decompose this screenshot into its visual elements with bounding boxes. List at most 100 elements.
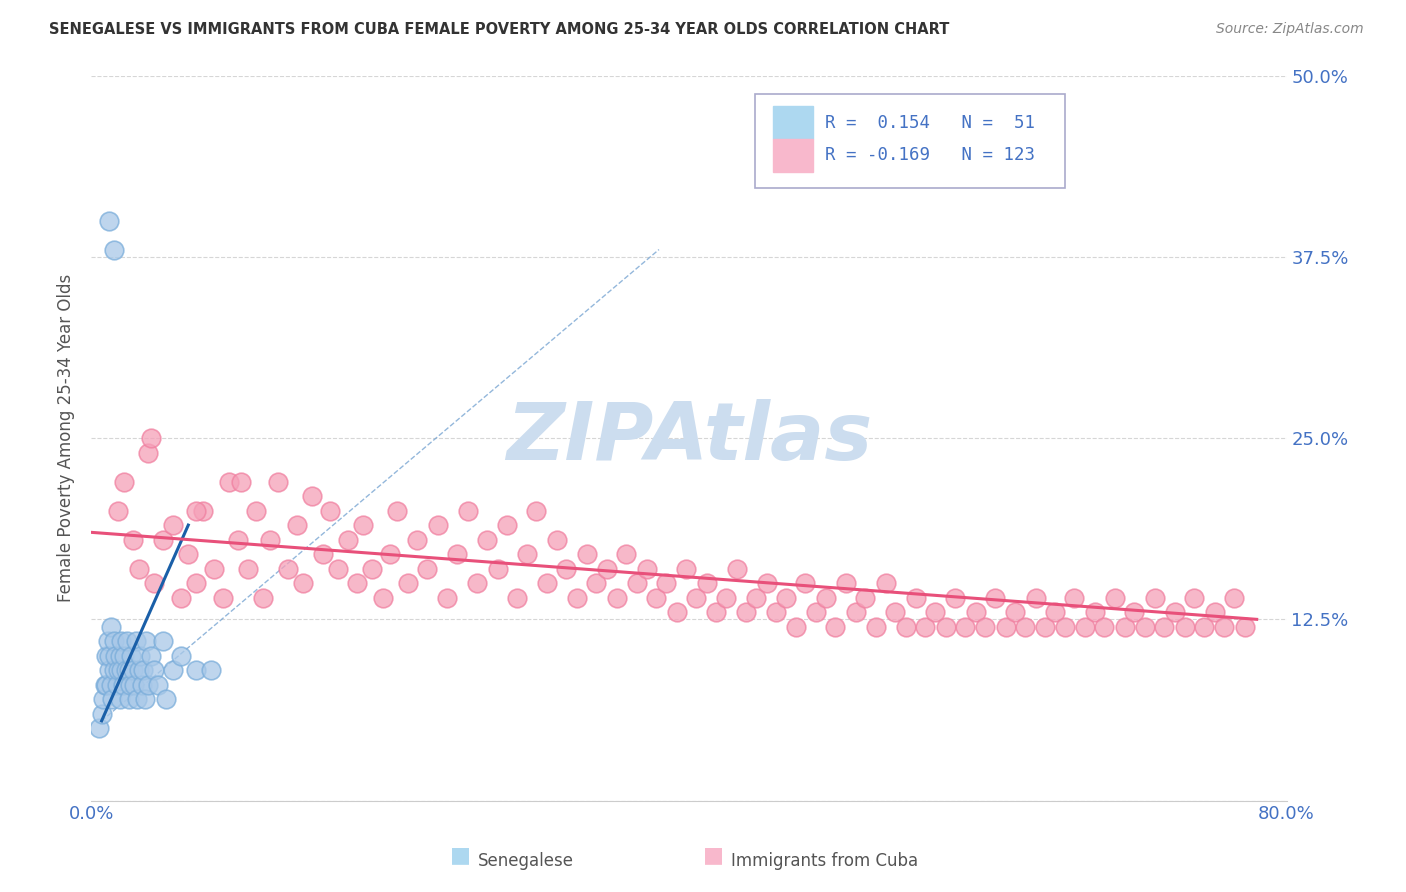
Point: [824, 619, 846, 633]
Point: [704, 605, 727, 619]
Point: [267, 475, 290, 489]
Point: [555, 561, 578, 575]
Point: [326, 561, 349, 575]
Point: [565, 591, 588, 605]
Point: [606, 591, 628, 605]
Text: R = -0.169   N = 123: R = -0.169 N = 123: [825, 146, 1035, 164]
Point: [93, 677, 115, 691]
Point: [716, 591, 738, 605]
Point: [546, 533, 568, 547]
Point: [685, 591, 707, 605]
Point: [745, 591, 768, 605]
Point: [226, 533, 249, 547]
Point: [301, 489, 323, 503]
Point: [1004, 605, 1026, 619]
Point: [162, 663, 184, 677]
Point: [139, 648, 162, 663]
Point: [112, 475, 135, 489]
Point: [1114, 619, 1136, 633]
Point: [765, 605, 787, 619]
Point: [170, 648, 193, 663]
Point: [1104, 591, 1126, 605]
Point: [104, 648, 127, 663]
Point: [785, 619, 807, 633]
Point: [94, 648, 117, 663]
Point: [100, 619, 122, 633]
Point: [904, 591, 927, 605]
Point: [815, 591, 838, 605]
Point: [218, 475, 240, 489]
Point: [117, 663, 139, 677]
Point: [170, 591, 193, 605]
Point: [90, 706, 112, 721]
Point: [229, 475, 252, 489]
Point: [103, 663, 125, 677]
Point: [1043, 605, 1066, 619]
Text: ■: ■: [450, 846, 471, 865]
Point: [955, 619, 977, 633]
Point: [136, 677, 159, 691]
Point: [312, 547, 335, 561]
Point: [131, 677, 153, 691]
Point: [734, 605, 756, 619]
Point: [396, 576, 419, 591]
Point: [110, 634, 132, 648]
Point: [1204, 605, 1226, 619]
Point: [346, 576, 368, 591]
Point: [112, 648, 135, 663]
Point: [259, 533, 281, 547]
Point: [142, 663, 165, 677]
Point: [111, 677, 134, 691]
Point: [378, 547, 401, 561]
Point: [585, 576, 607, 591]
Y-axis label: Female Poverty Among 25-34 Year Olds: Female Poverty Among 25-34 Year Olds: [58, 274, 75, 602]
Point: [1163, 605, 1185, 619]
Point: [97, 634, 120, 648]
Point: [128, 663, 150, 677]
Point: [98, 213, 121, 227]
Point: [387, 503, 409, 517]
Point: [184, 503, 207, 517]
Point: [475, 533, 498, 547]
Point: [576, 547, 599, 561]
Point: [416, 561, 439, 575]
Point: [755, 576, 778, 591]
Point: [645, 591, 668, 605]
Point: [87, 721, 110, 735]
Point: [446, 547, 468, 561]
Point: [994, 619, 1017, 633]
Point: [636, 561, 658, 575]
Point: [696, 576, 718, 591]
Point: [1033, 619, 1056, 633]
Point: [100, 677, 122, 691]
Point: [236, 561, 259, 575]
Point: [128, 561, 150, 575]
Point: [465, 576, 488, 591]
Point: [516, 547, 538, 561]
Point: [148, 677, 170, 691]
FancyBboxPatch shape: [755, 94, 1066, 188]
Point: [725, 561, 748, 575]
Point: [211, 591, 233, 605]
Point: [337, 533, 360, 547]
Point: [1174, 619, 1197, 633]
Point: [121, 648, 143, 663]
Point: [122, 663, 145, 677]
Point: [675, 561, 697, 575]
Point: [924, 605, 946, 619]
Point: [129, 648, 152, 663]
Point: [1182, 591, 1205, 605]
Point: [134, 692, 156, 706]
Point: [426, 518, 449, 533]
Point: [1084, 605, 1107, 619]
Point: [1025, 591, 1047, 605]
Point: [252, 591, 274, 605]
Point: [277, 561, 299, 575]
Point: [110, 663, 132, 677]
Point: [285, 518, 308, 533]
Point: [655, 576, 678, 591]
Point: [193, 503, 215, 517]
Point: [139, 431, 162, 445]
Point: [117, 692, 139, 706]
Point: [845, 605, 868, 619]
